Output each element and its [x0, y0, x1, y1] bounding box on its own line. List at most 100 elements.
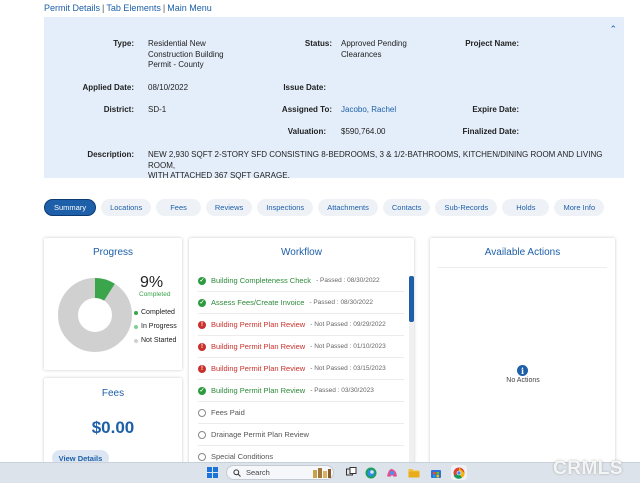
tab-attachments[interactable]: Attachments	[318, 199, 378, 216]
edge-graphic	[365, 467, 377, 478]
type-line: Construction Building	[148, 49, 224, 59]
tab-contacts[interactable]: Contacts	[382, 199, 431, 216]
tab-reviews[interactable]: Reviews	[205, 199, 253, 216]
windows-start-icon[interactable]	[205, 465, 219, 480]
nav-link-main-menu[interactable]: Main Menu	[167, 3, 212, 13]
divider	[438, 267, 607, 268]
description-line: WITH ATTACHED 367 SQFT GARAGE.	[148, 171, 290, 180]
workflow-item-status: - Passed : 08/30/2022	[309, 299, 373, 306]
description-value: NEW 2,930 SQFT 2-STORY SFD CONSISTING 8-…	[148, 150, 618, 182]
district-value: SD-1	[148, 105, 167, 114]
widgets-graphic	[313, 467, 331, 478]
no-actions-text: No Actions	[506, 377, 540, 384]
applied-date-label: Applied Date:	[82, 83, 134, 92]
tab-holds[interactable]: Holds	[502, 199, 550, 216]
applied-date-value: 08/10/2022	[148, 83, 189, 92]
tab-inspections[interactable]: Inspections	[257, 199, 314, 216]
store-icon[interactable]	[429, 465, 443, 480]
workflow-item-name: Building Permit Plan Review	[211, 364, 306, 373]
permit-details-panel: ⌃ Type: Residential New Construction Bui…	[44, 17, 624, 180]
workflow-scrollbar-track[interactable]	[409, 276, 414, 466]
tab-summary[interactable]: Summary	[44, 199, 97, 216]
donut-completed-slice	[95, 278, 115, 301]
chrome-icon[interactable]	[451, 465, 467, 480]
workflow-item[interactable]: Fees Paid	[198, 402, 404, 424]
legend-dot	[134, 310, 138, 315]
workflow-item[interactable]: ✓ Building Permit Plan Review - Passed : 0…	[198, 380, 404, 402]
windows-logo-icon	[206, 467, 218, 478]
folder-graphic	[408, 469, 420, 478]
workflow-item-name: Special Conditions	[211, 452, 274, 461]
workflow-item-status: - Passed : 08/30/2022	[316, 277, 380, 284]
workflow-item[interactable]: ✓ Assess Fees/Create Invoice - Passed : 08…	[198, 292, 404, 314]
progress-completed-label: Completed	[139, 291, 171, 298]
issue-date-label: Issue Date:	[283, 83, 326, 92]
workflow-item[interactable]: ✓ Building Completeness Check - Passed : 0…	[198, 270, 404, 292]
nav-separator: |	[102, 3, 105, 13]
exclamation-circle-icon: !	[198, 364, 206, 373]
task-view-icon[interactable]	[344, 465, 358, 480]
workflow-panel: Workflow	[189, 238, 414, 478]
assigned-to-label: Assigned To:	[281, 105, 332, 114]
nav-link-permit-details[interactable]: Permit Details	[44, 3, 101, 13]
chrome-graphic	[453, 467, 465, 479]
status-line: Clearances	[341, 49, 382, 59]
status-value: Approved Pending Clearances	[341, 39, 407, 60]
workflow-scrollbar-thumb[interactable]	[409, 276, 414, 322]
top-breadcrumb-nav: Permit Details | Tab Elements | Main Men…	[44, 3, 212, 13]
legend-dot	[134, 324, 138, 329]
district-label: District:	[103, 105, 134, 114]
workflow-item-name: Assess Fees/Create Invoice	[211, 298, 305, 307]
available-actions-title: Available Actions	[484, 247, 561, 258]
workflow-item-name: Building Permit Plan Review	[211, 386, 306, 395]
nav-separator: |	[162, 3, 166, 13]
check-circle-icon: ✓	[198, 386, 206, 395]
workflow-item-name: Fees Paid	[211, 408, 245, 417]
legend-item-completed: Completed	[134, 309, 175, 316]
crmls-watermark: CRMLS	[553, 458, 624, 479]
valuation-label: Valuation:	[287, 127, 326, 136]
type-label: Type:	[113, 39, 134, 48]
check-circle-icon: ✓	[198, 276, 206, 285]
exclamation-circle-icon: !	[198, 320, 206, 329]
workflow-item[interactable]: ! Building Permit Plan Review - Not Passed…	[198, 358, 404, 380]
record-tabs: Summary Locations Fees Reviews Inspectio…	[44, 199, 605, 216]
legend-label: Not Started	[141, 337, 177, 344]
tab-locations[interactable]: Locations	[101, 199, 152, 216]
project-name-label: Project Name:	[465, 39, 519, 48]
legend-item-in-progress: In Progress	[134, 323, 177, 330]
exclamation-circle-icon: !	[198, 342, 206, 351]
file-explorer-icon[interactable]	[407, 465, 421, 480]
workflow-title: Workflow	[281, 247, 322, 258]
progress-percent: 9%	[140, 274, 164, 291]
legend-label: In Progress	[141, 323, 177, 330]
type-line: Permit - County	[148, 60, 204, 69]
check-circle-icon: ✓	[198, 298, 206, 307]
empty-circle-icon	[198, 408, 206, 417]
workflow-item[interactable]: Drainage Permit Plan Review	[198, 424, 404, 446]
assigned-to-link[interactable]: Jacobo, Rachel	[341, 105, 397, 114]
taskbar-search-box[interactable]: Search	[226, 465, 334, 480]
search-placeholder: Search	[246, 468, 270, 477]
nav-link-tab-elements[interactable]: Tab Elements	[106, 3, 161, 13]
copilot-icon[interactable]	[385, 465, 399, 480]
copilot-graphic	[387, 468, 397, 477]
chevron-up-icon[interactable]: ⌃	[609, 24, 617, 34]
workflow-item-name: Building Permit Plan Review	[211, 342, 306, 351]
empty-circle-icon	[198, 452, 206, 461]
workflow-item[interactable]: ! Building Permit Plan Review - Not Passed…	[198, 336, 404, 358]
progress-title: Progress	[92, 247, 133, 258]
tab-fees[interactable]: Fees	[156, 199, 201, 216]
task-view-graphic	[345, 467, 356, 476]
workflow-item-status: - Passed : 03/30/2023	[310, 387, 374, 394]
workflow-item-status: - Not Passed : 03/15/2023	[310, 365, 386, 372]
workflow-item[interactable]: ! Building Permit Plan Review - Not Passed…	[198, 314, 404, 336]
expire-date-label: Expire Date:	[472, 105, 519, 114]
widgets-icon[interactable]	[311, 465, 333, 480]
workflow-item-status: - Not Passed : 09/29/2022	[310, 321, 386, 328]
tab-more-info[interactable]: More Info	[554, 199, 605, 216]
status-label: Status:	[304, 39, 332, 48]
edge-browser-icon[interactable]	[364, 465, 378, 480]
workflow-item-name: Drainage Permit Plan Review	[211, 430, 309, 439]
tab-sub-records[interactable]: Sub-Records	[435, 199, 498, 216]
